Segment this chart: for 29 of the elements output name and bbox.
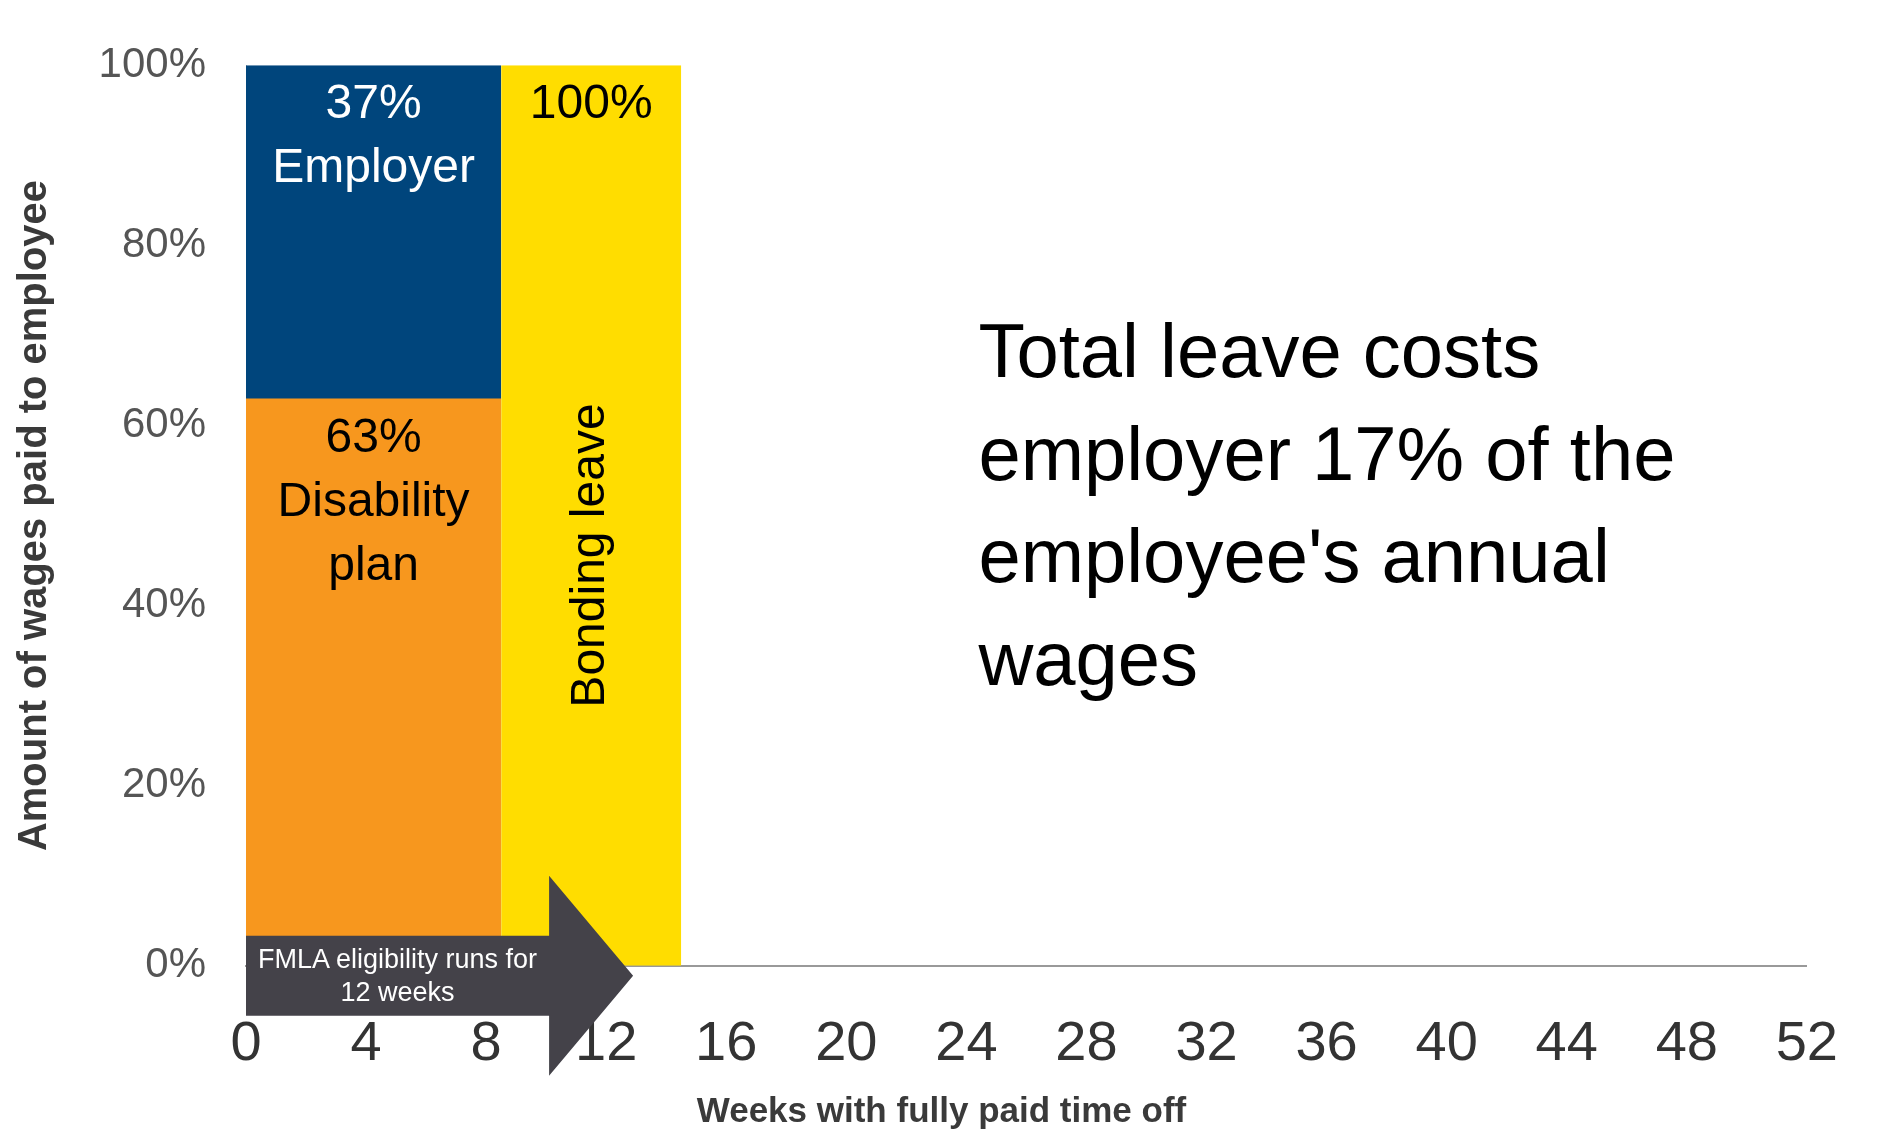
x-tick-label: 24 [935,1008,998,1072]
y-tick-label: 20% [121,759,206,807]
series-label: Employer [272,139,475,193]
x-tick-label: 40 [1415,1008,1478,1072]
y-axis-title: Amount of wages paid to employee [9,179,55,852]
annotation: FMLA eligibility runs for 12 weeks [257,943,539,1009]
annotation: Total leave costs employer 17% of the employee's annual wages [978,307,1677,703]
data-label: 100% [529,75,653,129]
x-tick-label: 36 [1295,1008,1358,1072]
x-tick-label: 8 [470,1008,502,1072]
y-tick-label: 100% [98,38,206,86]
x-tick-label: 44 [1535,1008,1598,1072]
y-tick-label: 0% [145,939,206,987]
x-tick-label: 32 [1175,1008,1238,1072]
series-label: Disability plan [277,472,470,590]
y-tick-label: 80% [121,218,206,266]
y-tick-label: 60% [121,399,206,447]
x-tick-label: 52 [1775,1008,1838,1072]
x-tick-label: 28 [1055,1008,1118,1072]
x-axis-title: Weeks with fully paid time off [695,1090,1188,1130]
x-tick-label: 4 [350,1008,382,1072]
series-label: Bonding leave [561,403,615,708]
data-label: 37% [325,75,422,129]
x-tick-label: 20 [815,1008,878,1072]
x-tick-label: 48 [1655,1008,1718,1072]
x-tick-label: 0 [230,1008,262,1072]
data-label: 63% [325,408,422,462]
x-tick-label: 16 [695,1008,758,1072]
y-tick-label: 40% [121,579,206,627]
